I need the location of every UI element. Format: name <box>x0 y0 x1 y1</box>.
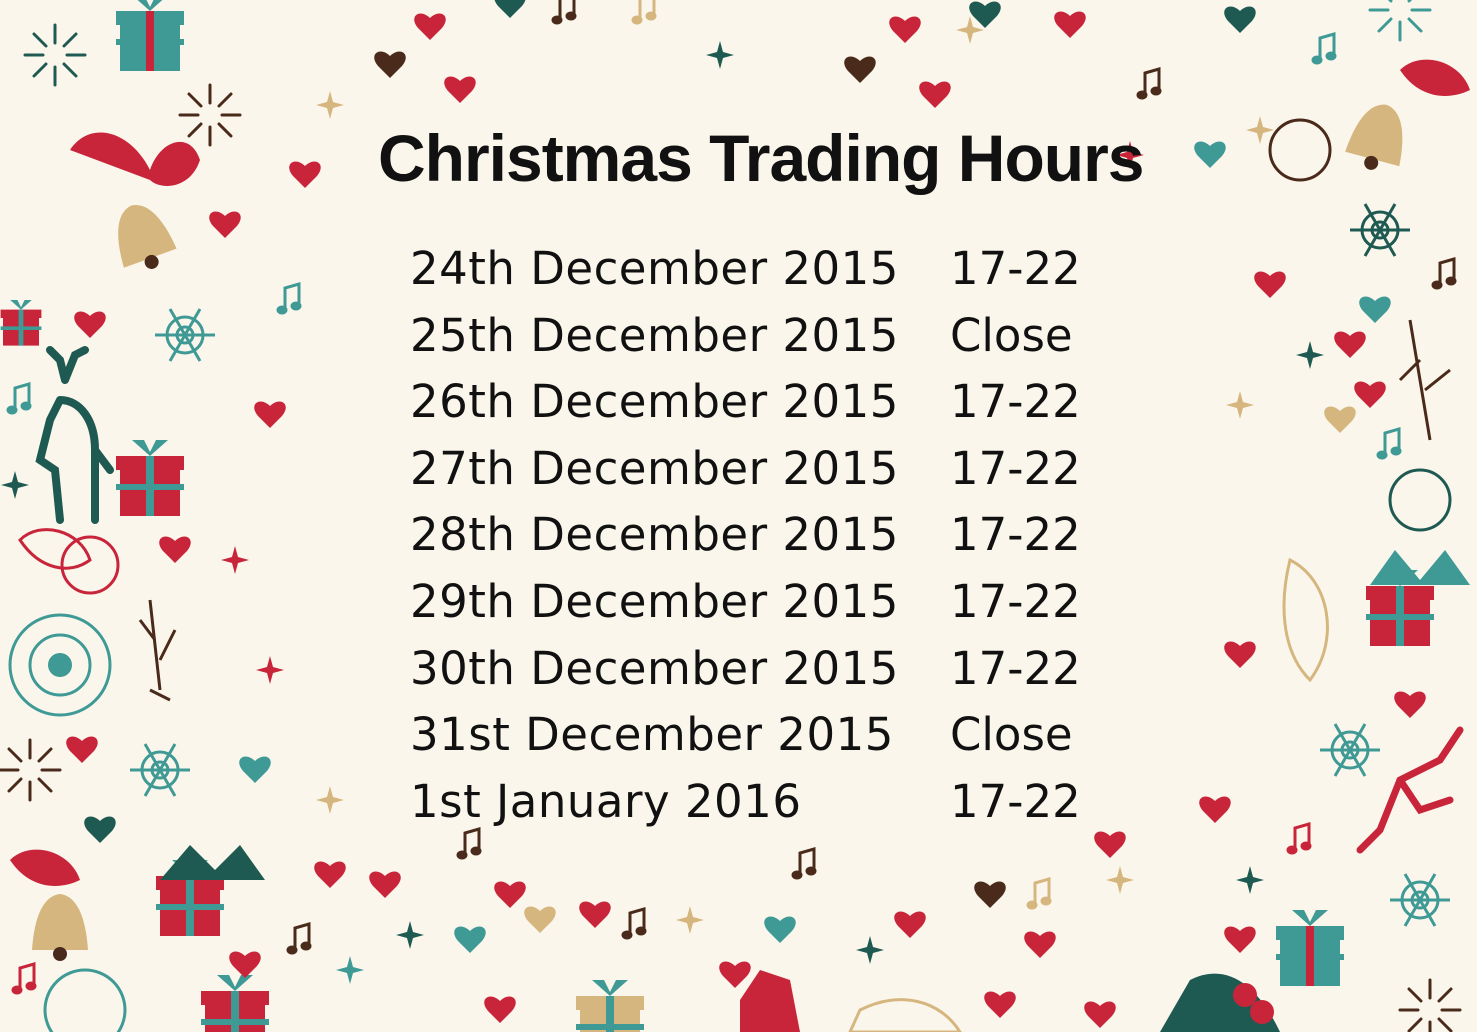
schedule-row: 29th December 2015 17-22 <box>410 569 1090 636</box>
schedule-date: 28th December 2015 <box>410 508 899 562</box>
schedule-hours: 17-22 <box>950 242 1081 295</box>
page-title: Christmas Trading Hours <box>378 121 1145 195</box>
schedule-row: 24th December 2015 17-22 <box>410 236 1090 303</box>
schedule-hours: 17-22 <box>950 441 1081 495</box>
schedule-date: 24th December 2015 <box>410 242 899 295</box>
snowflake-icon <box>153 307 217 363</box>
mandala-icon <box>60 535 120 595</box>
schedule-hours: 17-22 <box>950 574 1081 628</box>
reindeer-icon <box>35 346 114 524</box>
schedule-date: 29th December 2015 <box>410 574 899 628</box>
schedule-row: 28th December 2015 17-22 <box>410 502 1090 569</box>
bell-icon <box>32 894 88 961</box>
schedule-date: 25th December 2015 <box>410 308 899 362</box>
schedule-row: 27th December 2015 17-22 <box>410 436 1090 503</box>
schedule-hours: Close <box>950 308 1073 362</box>
schedule-date: 26th December 2015 <box>410 375 899 429</box>
schedule-date: 30th December 2015 <box>410 641 899 695</box>
bell-icon <box>104 195 181 279</box>
schedule-hours: Close <box>950 708 1073 762</box>
schedule-row: 30th December 2015 17-22 <box>410 636 1090 703</box>
schedule-hours: 17-22 <box>950 375 1081 429</box>
firework-icon <box>178 83 242 147</box>
schedule-hours: 17-22 <box>950 641 1081 695</box>
heart-icon <box>209 211 241 238</box>
schedule-date: 1st January 2016 <box>410 774 802 828</box>
schedule-hours: 17-22 <box>950 774 1081 828</box>
bow-icon <box>70 132 200 186</box>
holly-icon <box>1160 973 1280 1032</box>
schedule-date: 27th December 2015 <box>410 441 899 495</box>
music-note-icon <box>285 922 313 956</box>
schedule-row: 25th December 2015 Close <box>410 303 1090 370</box>
reindeer-icon <box>1356 726 1464 854</box>
firework-icon <box>23 23 87 87</box>
schedule-row: 1st January 2016 17-22 <box>410 769 1090 836</box>
schedule-row: 26th December 2015 17-22 <box>410 369 1090 436</box>
schedule-row: 31st December 2015 Close <box>410 702 1090 769</box>
paisley-icon <box>18 528 92 570</box>
trading-hours-table: 24th December 2015 17-22 25th December 2… <box>410 236 1090 835</box>
schedule-date: 31st December 2015 <box>410 708 894 762</box>
schedule-hours: 17-22 <box>950 508 1081 562</box>
mandala-icon <box>8 613 112 717</box>
